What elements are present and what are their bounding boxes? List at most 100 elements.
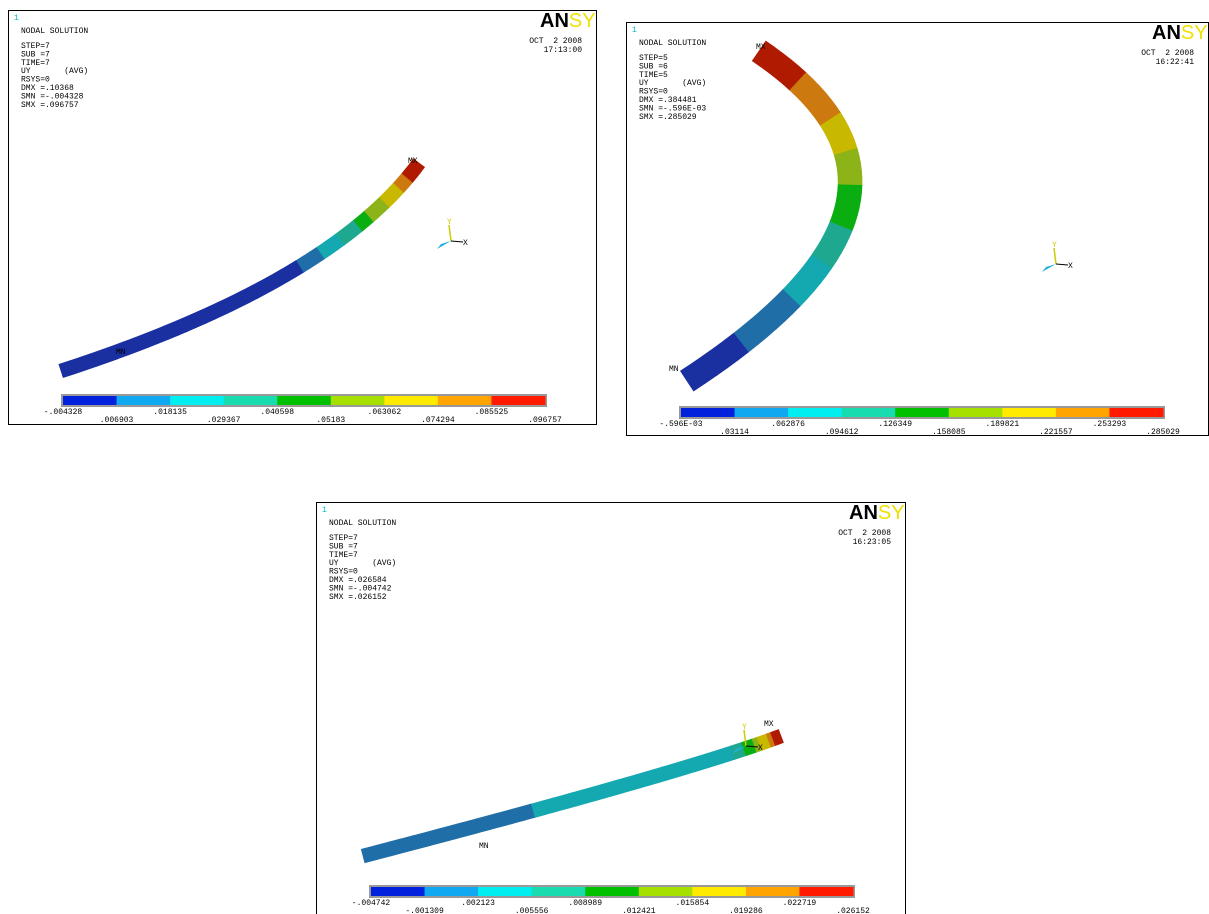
screenshot: 1NODAL SOLUTIONSTEP=7SUB =7TIME=7UY (AVG…	[0, 0, 1209, 914]
legend-swatch	[438, 396, 492, 405]
legend-swatch	[478, 887, 532, 896]
legend-label: .029367	[207, 416, 241, 425]
logo-sys: SYS	[878, 503, 906, 524]
axis-x-label: X	[1068, 262, 1073, 271]
axis-y-label: Y	[447, 218, 452, 227]
axis-y-label: Y	[1052, 241, 1057, 250]
legend-label: .040598	[260, 408, 294, 417]
axis-y-label: Y	[742, 723, 747, 732]
date: OCT 2 2008	[838, 529, 891, 538]
legend-swatch	[1109, 408, 1163, 417]
time: 16:22:41	[1156, 58, 1195, 67]
legend-label: .158085	[932, 428, 966, 436]
legend-swatch	[895, 408, 949, 417]
axis-z	[437, 241, 451, 249]
legend-swatch	[425, 887, 479, 896]
logo-sys: SYS	[569, 11, 597, 32]
axis-y	[449, 225, 451, 241]
legend-swatch	[371, 887, 425, 896]
plot-title: NODAL SOLUTION	[21, 27, 88, 36]
axis-x-label: X	[463, 239, 468, 248]
max-label: MX	[408, 157, 418, 166]
legend-swatch	[1056, 408, 1110, 417]
legend-label: .253293	[1093, 420, 1127, 429]
legend-swatch	[746, 887, 800, 896]
legend-swatch	[585, 887, 639, 896]
legend-label: .285029	[1146, 428, 1180, 436]
legend-label: .008989	[568, 899, 602, 908]
legend-swatch	[63, 396, 117, 405]
legend-swatch	[799, 887, 853, 896]
date: OCT 2 2008	[1141, 49, 1194, 58]
legend-swatch	[681, 408, 735, 417]
legend-label: .05183	[316, 416, 345, 425]
legend-swatch	[491, 396, 545, 405]
plot-title: NODAL SOLUTION	[329, 519, 396, 528]
legend-swatch	[532, 887, 586, 896]
legend-swatch	[842, 408, 896, 417]
legend-label: .094612	[825, 428, 859, 436]
legend-swatch	[331, 396, 385, 405]
legend-label: .006903	[100, 416, 134, 425]
legend-swatch	[735, 408, 789, 417]
legend-label: -.001309	[405, 907, 444, 914]
legend-swatch	[277, 396, 331, 405]
logo: ANSYS	[540, 11, 597, 32]
min-label: MN	[669, 365, 679, 374]
legend-label: .03114	[720, 428, 749, 436]
mesh-band	[838, 178, 862, 186]
max-label: MX	[756, 43, 766, 52]
axis-z	[1042, 264, 1056, 272]
legend-swatch	[639, 887, 693, 896]
solution-info: SMX =.285029	[639, 113, 697, 122]
min-label: MN	[116, 348, 126, 357]
legend-label: .062876	[771, 420, 805, 429]
plot-title: NODAL SOLUTION	[639, 39, 706, 48]
legend-label: .221557	[1039, 428, 1073, 436]
legend-label: .012421	[622, 907, 656, 914]
legend-label: -.004328	[44, 408, 83, 417]
legend-label: .002123	[461, 899, 495, 908]
legend-swatch	[384, 396, 438, 405]
window-number: 1	[322, 506, 327, 515]
plot-panel: 1NODAL SOLUTIONSTEP=7SUB =7TIME=7UY (AVG…	[8, 10, 597, 425]
logo-sys: SYS	[1181, 23, 1209, 44]
logo: ANSYS	[1152, 23, 1209, 44]
legend-swatch	[117, 396, 171, 405]
legend-swatch	[224, 396, 278, 405]
legend-swatch	[1002, 408, 1056, 417]
legend-label: .189821	[986, 420, 1020, 429]
legend-label: -.596E-03	[659, 420, 702, 429]
logo-an: AN	[540, 11, 569, 32]
solution-info: SMX =.026152	[329, 593, 387, 602]
window-number: 1	[14, 14, 19, 23]
axis-x	[451, 241, 463, 242]
logo-an: AN	[849, 503, 878, 524]
legend-label: .022719	[783, 899, 817, 908]
logo: ANSYS	[849, 503, 906, 524]
axis-y	[1054, 248, 1056, 264]
max-label: MX	[764, 720, 774, 729]
date: OCT 2 2008	[529, 37, 582, 46]
time: 16:23:05	[853, 538, 892, 547]
legend-label: .126349	[878, 420, 912, 429]
legend-label: .018135	[153, 408, 187, 417]
legend-label: .074294	[421, 416, 455, 425]
legend-swatch	[949, 408, 1003, 417]
legend-label: -.004742	[352, 899, 391, 908]
axis-x-label: X	[758, 744, 763, 753]
min-label: MN	[479, 842, 489, 851]
legend-label: .015854	[676, 899, 710, 908]
time: 17:13:00	[544, 46, 583, 55]
window-number: 1	[632, 26, 637, 35]
logo-an: AN	[1152, 23, 1181, 44]
legend-label: .026152	[836, 907, 870, 914]
legend-swatch	[788, 408, 842, 417]
solution-info: SMX =.096757	[21, 101, 79, 110]
legend-label: .005556	[515, 907, 549, 914]
